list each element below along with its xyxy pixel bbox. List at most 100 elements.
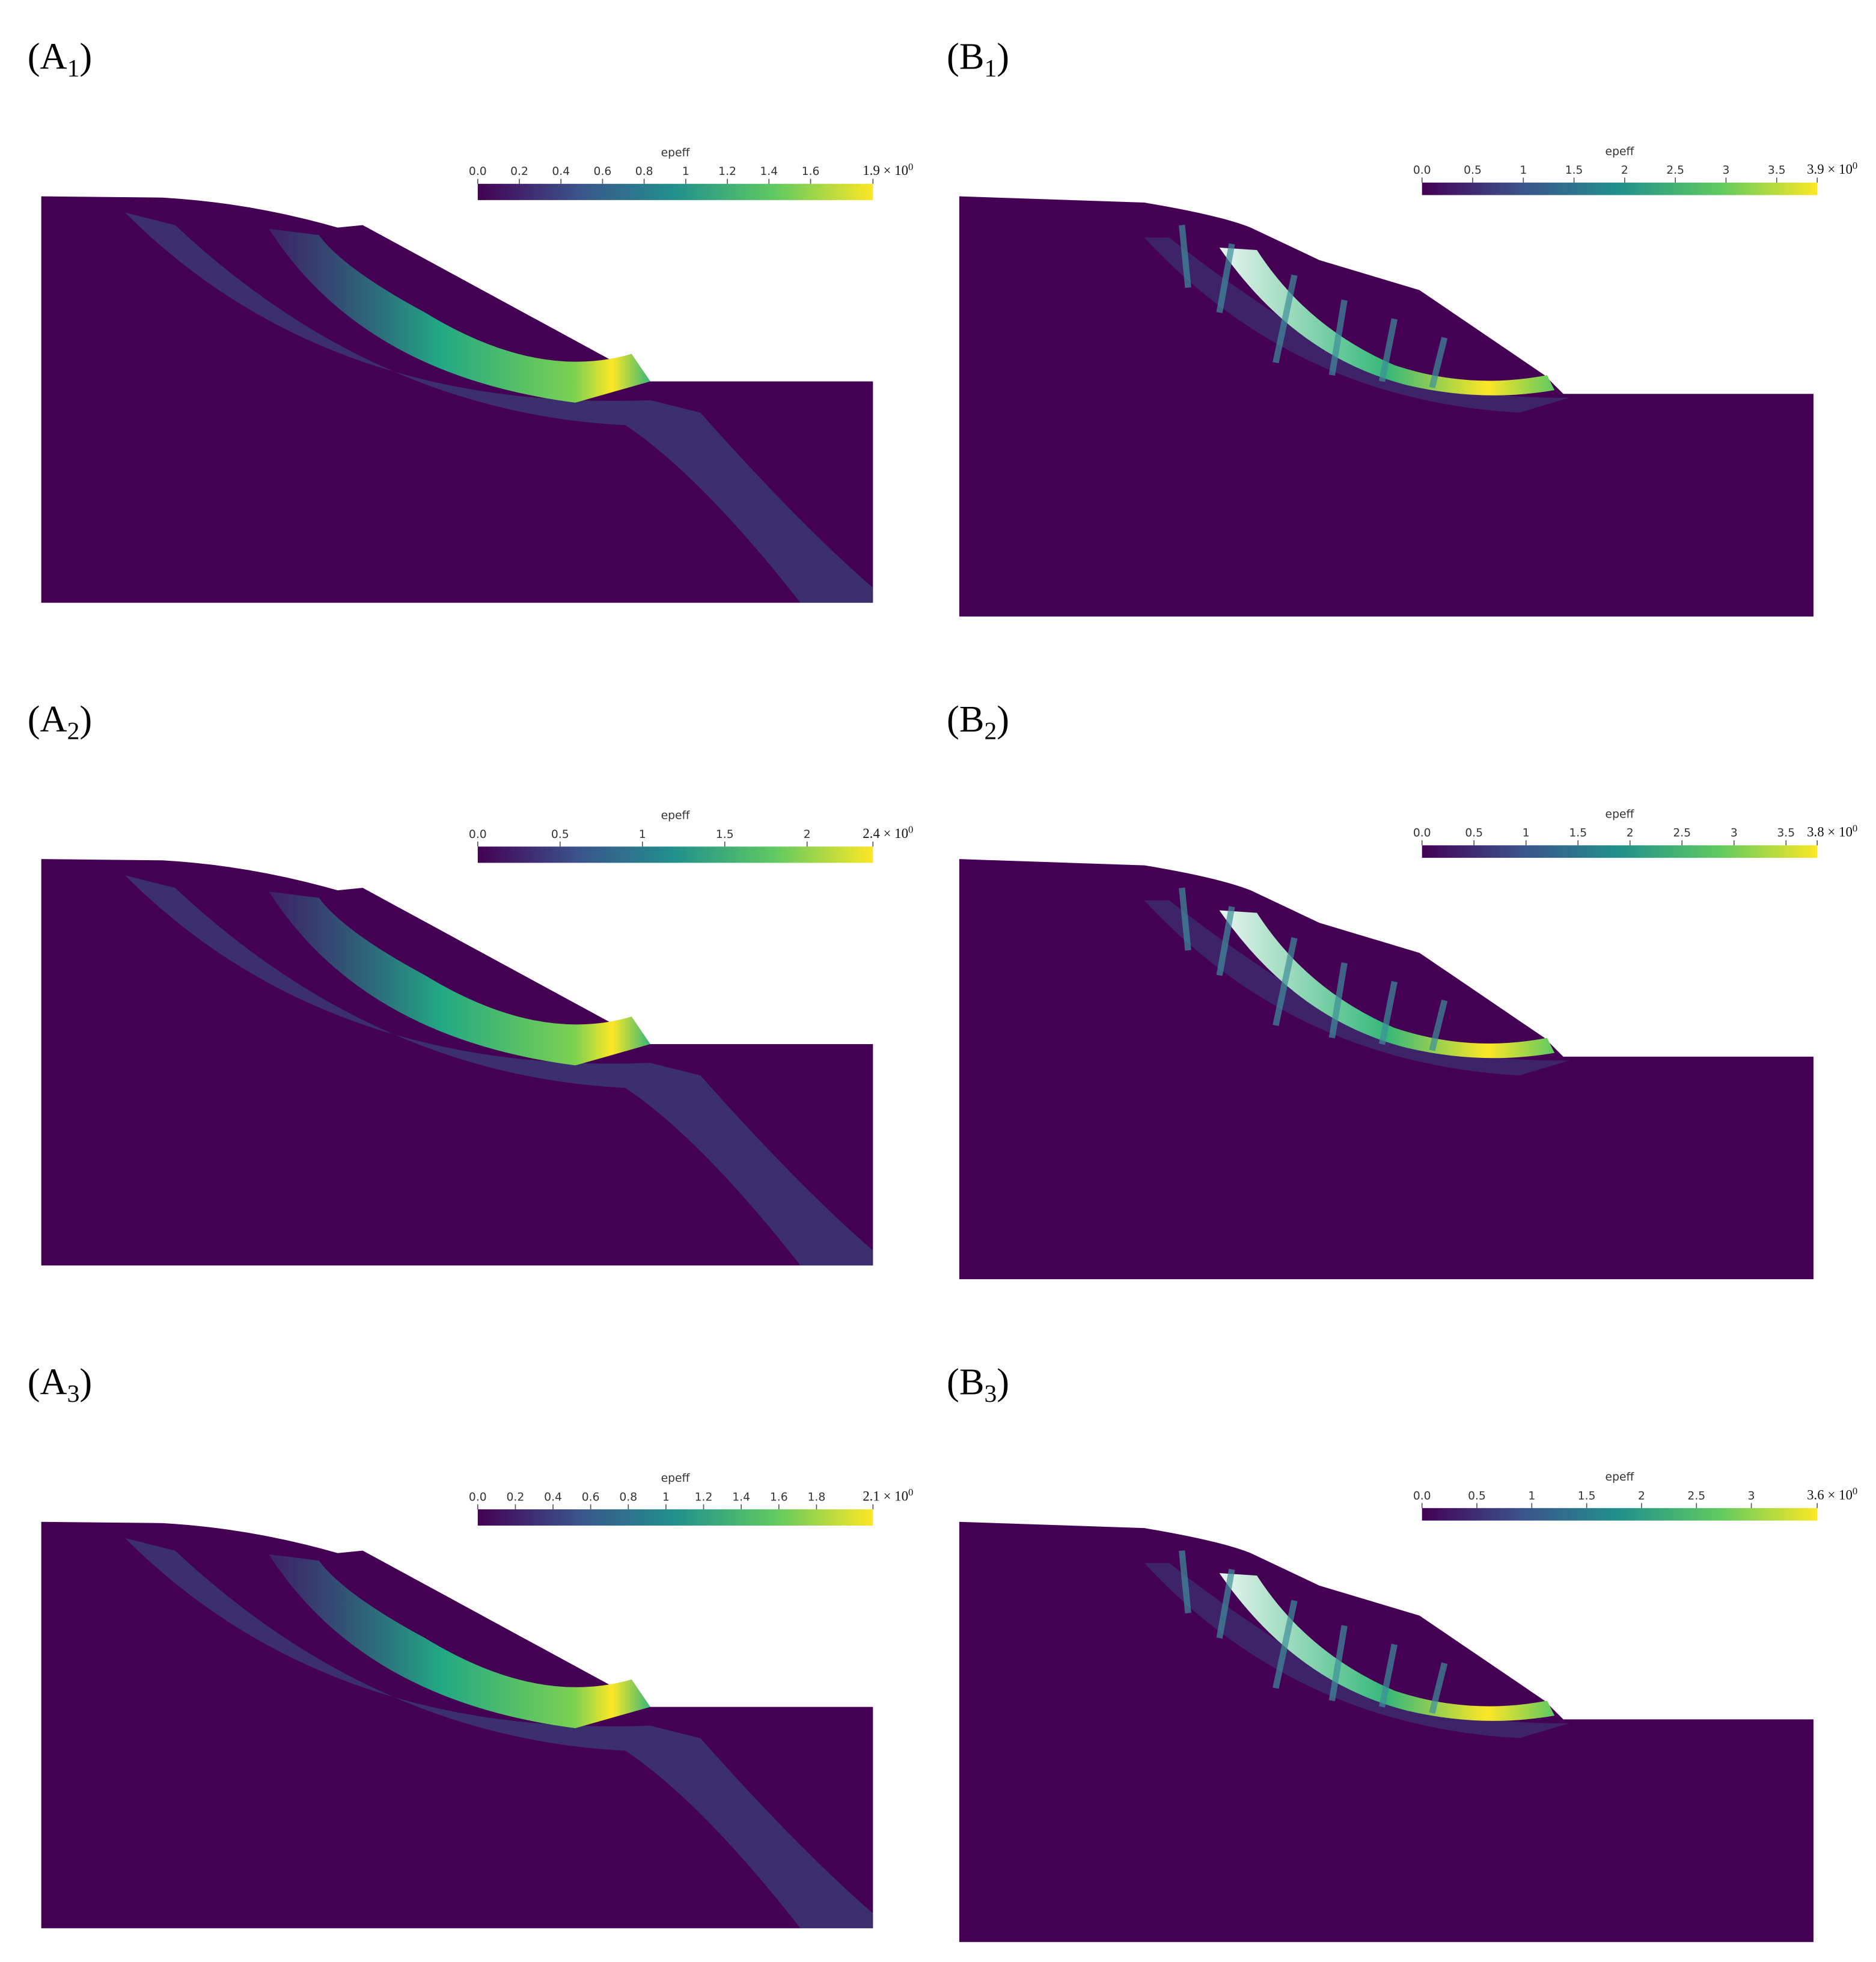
label-close: ): [79, 35, 92, 77]
crack: [1379, 318, 1398, 382]
panel-label: (A3): [28, 1361, 92, 1407]
colorbar-title: epeff: [1606, 808, 1635, 821]
colorbar-tick-label: 3.5: [1777, 827, 1795, 840]
colorbar-tick-label: 0.0: [1413, 164, 1431, 177]
panel-label: (B1): [947, 35, 1009, 81]
colorbar-tick-label: 0.5: [551, 828, 569, 841]
label-open: (B: [947, 698, 984, 740]
colorbar-title: epeff: [1606, 1471, 1635, 1484]
colorbar-title: epeff: [661, 1472, 691, 1485]
colorbar-title: epeff: [1606, 145, 1635, 158]
colorbar-tick-label: 0.0: [469, 165, 487, 178]
crack: [1379, 1643, 1398, 1708]
crack: [1273, 937, 1298, 1026]
colorbar-max-label: 2.1 × 100: [863, 1487, 913, 1503]
colorbar-tick-label: 3: [1748, 1490, 1755, 1502]
colorbar-tick-label: 2: [1621, 164, 1628, 177]
label-sub: 1: [67, 54, 80, 82]
colorbar-tick-label: 0.5: [1464, 164, 1482, 177]
colorbar: [1422, 182, 1818, 195]
label-sub: 2: [984, 717, 997, 744]
label-close: ): [79, 698, 92, 740]
colorbar-tick-label: 0.8: [635, 165, 653, 178]
label-open: (B: [947, 35, 984, 77]
crack: [1379, 981, 1398, 1045]
colorbar-tick-label: 2: [1638, 1490, 1645, 1502]
colorbar-tick-label: 1: [662, 1491, 670, 1503]
colorbar-tick-label: 1.6: [802, 165, 820, 178]
soil-domain: [959, 196, 1813, 617]
colorbar-tick-label: 1.2: [695, 1491, 713, 1503]
panel-label: (A2): [28, 698, 92, 744]
colorbar-tick-label: 0.6: [594, 165, 612, 178]
soil-domain: [959, 1521, 1813, 1942]
label-close: ): [997, 1361, 1009, 1403]
soil-domain: [41, 196, 873, 603]
max-exponent: 0: [908, 824, 913, 835]
crack: [1179, 887, 1191, 951]
max-mantissa: 2.4 × 10: [863, 826, 908, 841]
colorbar: [1422, 845, 1818, 858]
crack: [1429, 999, 1448, 1051]
colorbar-tick-label: 1: [1528, 1490, 1535, 1502]
label-open: (A: [28, 35, 67, 77]
colorbar: [477, 846, 873, 863]
colorbar: [477, 183, 873, 200]
max-mantissa: 3.6 × 10: [1807, 1487, 1853, 1502]
panel-label: (A1): [28, 35, 92, 81]
soil-domain: [41, 1521, 873, 1928]
crack: [1429, 1662, 1448, 1714]
crack: [1328, 962, 1348, 1039]
colorbar-max-label: 3.6 × 100: [1807, 1485, 1857, 1502]
crack: [1273, 274, 1298, 364]
label-sub: 3: [984, 1380, 997, 1407]
crack: [1216, 906, 1235, 976]
colorbar-tick-label: 0.4: [552, 165, 570, 178]
colorbar-tick-label: 2.5: [1687, 1490, 1705, 1502]
colorbar: [477, 1509, 873, 1526]
strain-glow: [125, 875, 873, 1266]
max-mantissa: 3.9 × 10: [1807, 162, 1853, 177]
colorbar-tick-label: 1.5: [1569, 827, 1587, 840]
label-open: (A: [28, 1361, 67, 1403]
crack: [1216, 243, 1235, 314]
colorbar-tick-label: 2.5: [1666, 164, 1684, 177]
colorbar-tick-label: 0.6: [582, 1491, 600, 1503]
colorbar-tick-label: 1.5: [1565, 164, 1583, 177]
crack: [1273, 1600, 1298, 1689]
colorbar-title: epeff: [661, 810, 691, 822]
colorbar-tick-label: 2.5: [1673, 827, 1691, 840]
colorbar-tick-label: 0.0: [1413, 1490, 1431, 1502]
colorbar: [1422, 1508, 1818, 1521]
colorbar-tick-label: 0.0: [469, 828, 487, 841]
max-exponent: 0: [1853, 1485, 1857, 1497]
max-mantissa: 1.9 × 10: [863, 163, 908, 178]
label-open: (B: [947, 1361, 984, 1403]
colorbar-tick-label: 0.2: [507, 1491, 525, 1503]
colorbar-tick-label: 3: [1731, 827, 1738, 840]
label-close: ): [997, 35, 1009, 77]
panel-label: (B2): [947, 698, 1009, 744]
shear-band: [269, 1554, 650, 1728]
colorbar-tick-label: 0.4: [544, 1491, 562, 1503]
colorbar-tick-label: 1.2: [718, 165, 736, 178]
colorbar-tick-label: 3: [1723, 164, 1730, 177]
label-open: (A: [28, 698, 67, 740]
colorbar-tick-label: 1.6: [770, 1491, 788, 1503]
crack: [1328, 1625, 1348, 1702]
colorbar-title: epeff: [661, 147, 691, 159]
colorbar-max-label: 3.9 × 100: [1807, 160, 1857, 177]
max-exponent: 0: [1853, 160, 1857, 171]
panel-label: (B3): [947, 1361, 1009, 1407]
max-exponent: 0: [1853, 822, 1857, 834]
shear-band: [269, 891, 650, 1066]
soil-domain: [41, 859, 873, 1266]
label-sub: 2: [67, 717, 80, 744]
colorbar-tick-label: 1.8: [807, 1491, 825, 1503]
colorbar-tick-label: 1.5: [1578, 1490, 1596, 1502]
colorbar-tick-label: 0.0: [469, 1491, 487, 1503]
